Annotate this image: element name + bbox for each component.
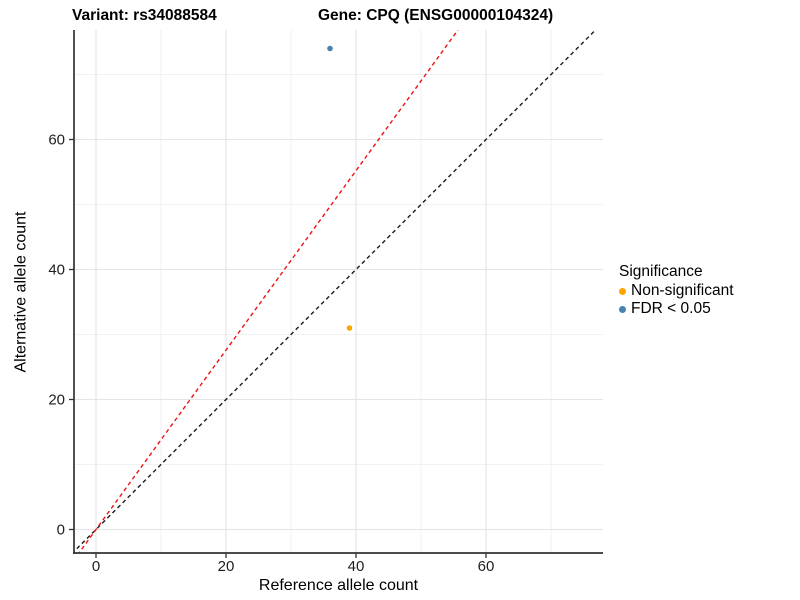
y-tick-label: 40 (48, 262, 65, 279)
legend-title: Significance (619, 263, 703, 280)
minor-gridlines (74, 30, 603, 553)
x-tick-label: 0 (92, 558, 100, 575)
tick-labels: 0 20 40 60 0 20 40 60 (48, 132, 494, 576)
ratio-line (78, 30, 459, 553)
x-tick-label: 20 (218, 558, 235, 575)
legend-item-fdr: FDR < 0.05 (619, 300, 734, 318)
y-tick-label: 60 (48, 132, 65, 149)
x-axis-title: Reference allele count (258, 577, 419, 594)
non-significant-dot-icon (619, 287, 626, 295)
data-point (327, 45, 333, 52)
major-gridlines (74, 30, 603, 553)
legend-item-label: FDR < 0.05 (631, 300, 711, 317)
legend-item-label: Non-significant (631, 282, 734, 299)
identity-line (74, 30, 597, 553)
gene-title: Gene: CPQ (ENSG00000104324) (318, 7, 554, 24)
y-axis-title-box: Alternative allele count (0, 30, 42, 553)
tick-marks (69, 138, 487, 558)
axes (73, 30, 603, 554)
y-tick-label: 20 (48, 392, 65, 409)
data-point (346, 325, 353, 331)
legend-item-non-significant: Non-significant (619, 282, 734, 300)
x-tick-label: 40 (348, 558, 365, 575)
legend: Significance Non-significant FDR < 0.05 (619, 262, 734, 318)
variant-title: Variant: rs34088584 (72, 7, 217, 24)
y-tick-label: 0 (57, 522, 65, 539)
data-points (327, 45, 353, 331)
x-tick-label: 60 (478, 558, 495, 575)
fdr-significant-dot-icon (619, 305, 626, 313)
reference-lines (74, 30, 597, 553)
y-axis-title: Alternative allele count (12, 211, 30, 372)
